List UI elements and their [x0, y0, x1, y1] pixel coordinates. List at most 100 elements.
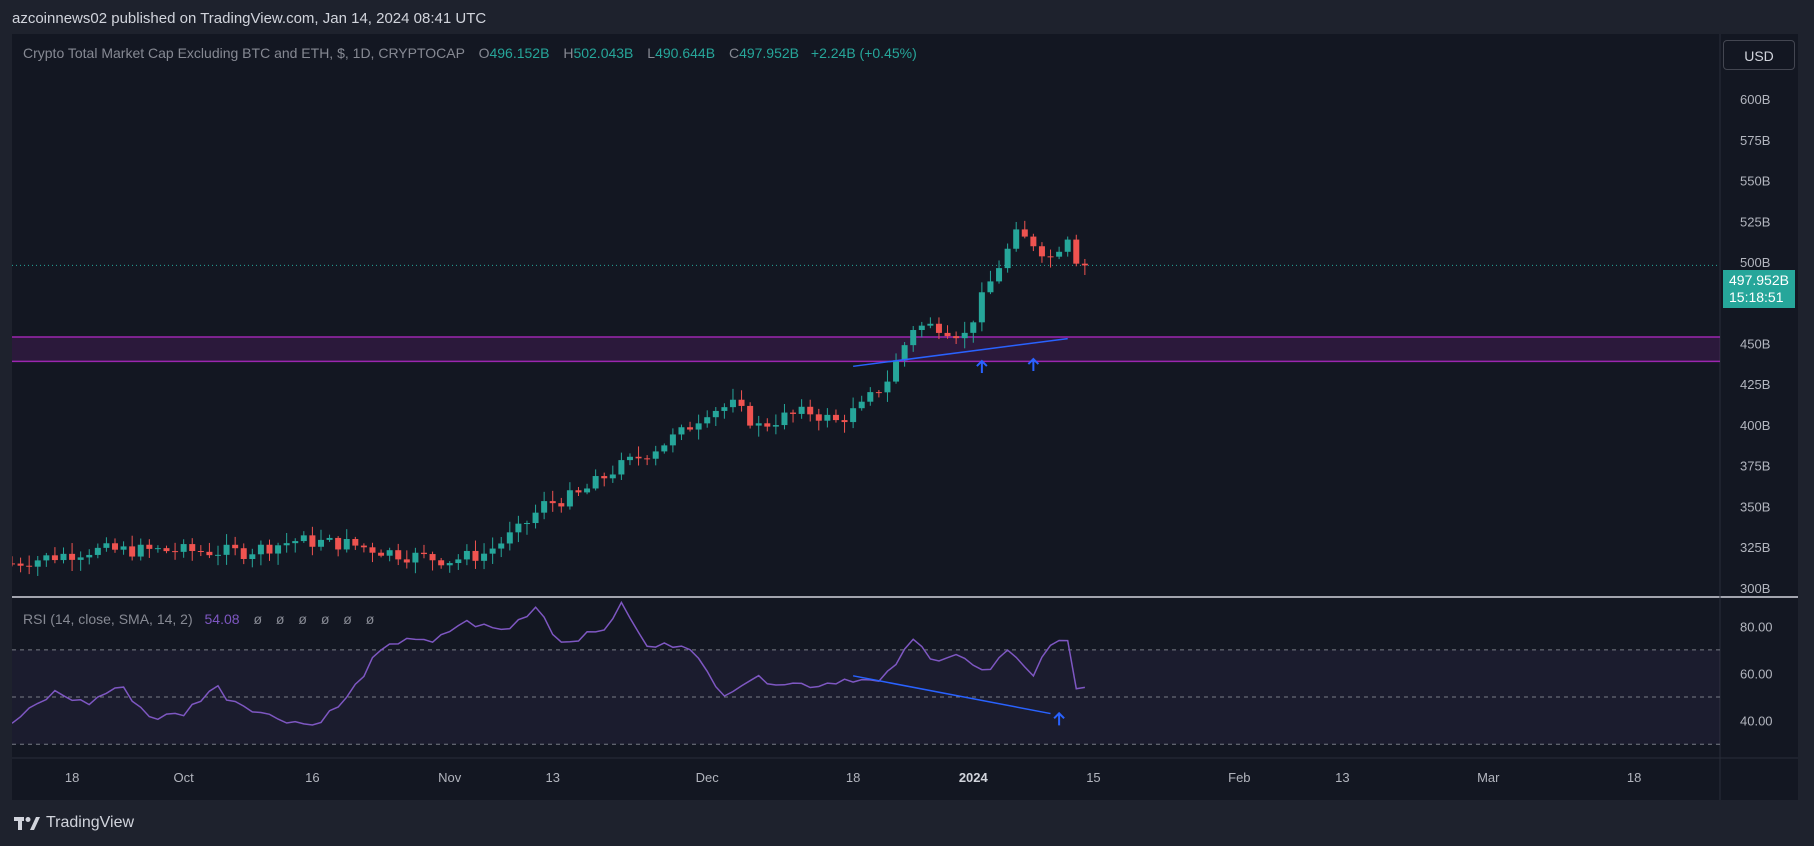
candle-body: [472, 550, 479, 561]
candle-body: [506, 532, 513, 544]
price-tick-label: 550B: [1740, 174, 1770, 189]
time-tick-label: 16: [305, 770, 319, 785]
currency-button[interactable]: USD: [1723, 40, 1795, 70]
high-value: 502.043B: [573, 45, 634, 61]
price-tick-label: 525B: [1740, 214, 1770, 229]
candle-body: [1021, 229, 1028, 237]
rsi-null-3: ø: [298, 611, 307, 627]
candle-body: [669, 434, 676, 446]
candle-body: [240, 548, 247, 559]
time-tick-label: Feb: [1228, 770, 1250, 785]
tradingview-footer[interactable]: TradingView: [14, 814, 134, 832]
time-tick-label: 18: [1627, 770, 1641, 785]
candle-body: [910, 330, 917, 346]
candle-body: [292, 541, 299, 544]
candle-body: [489, 548, 496, 554]
symbol-legend: Crypto Total Market Cap Excluding BTC an…: [23, 45, 917, 61]
candle-body: [584, 488, 591, 493]
rsi-value: 54.08: [204, 611, 240, 627]
open-label: O: [478, 45, 490, 61]
candle-body: [317, 539, 324, 547]
candle-body: [927, 323, 934, 326]
candle-body: [43, 555, 50, 561]
chart-canvas[interactable]: 300B325B350B375B400B425B450B475B500B525B…: [12, 34, 1798, 800]
open-value: 496.152B: [489, 45, 550, 61]
candle-body: [721, 407, 728, 411]
candle-body: [1064, 239, 1071, 252]
candle-body: [481, 553, 488, 561]
candle-body: [901, 345, 908, 361]
candle-body: [455, 559, 462, 564]
price-tick-label: 350B: [1740, 499, 1770, 514]
candle-body: [129, 546, 136, 557]
close-value: 497.952B: [739, 45, 800, 61]
candle-body: [257, 544, 264, 555]
candle-body: [996, 268, 1003, 282]
rsi-tick-label: 60.00: [1740, 666, 1773, 681]
candle-body: [695, 423, 702, 430]
candle-body: [17, 563, 24, 566]
arrow-up-icon: [976, 359, 988, 374]
candle-body: [704, 417, 711, 424]
candle-body: [223, 544, 230, 555]
candle-body: [103, 543, 110, 548]
candle-body: [790, 412, 797, 414]
price-tick-label: 375B: [1740, 459, 1770, 474]
candle-body: [1038, 246, 1045, 257]
time-tick-label: 15: [1086, 770, 1100, 785]
candle-body: [687, 427, 694, 430]
candle-body: [403, 559, 410, 563]
time-tick-label: 18: [65, 770, 79, 785]
candle-body: [51, 555, 58, 561]
bar-countdown: 15:18:51: [1729, 289, 1784, 305]
time-tick-label: Oct: [174, 770, 195, 785]
rsi-title[interactable]: RSI (14, close, SMA, 14, 2): [23, 611, 193, 627]
candle-body: [987, 281, 994, 293]
candle-body: [824, 414, 831, 421]
candle-body: [360, 545, 367, 548]
candle-body: [69, 553, 76, 560]
candle-body: [893, 360, 900, 382]
rsi-tick-label: 40.00: [1740, 714, 1773, 729]
candle-body: [918, 325, 925, 331]
candle-body: [772, 425, 779, 427]
rsi-tick-label: 80.00: [1740, 619, 1773, 634]
rsi-null-2: ø: [275, 611, 285, 627]
candle-body: [850, 408, 857, 423]
candle-body: [523, 523, 530, 525]
last-price-value: 497.952B: [1729, 272, 1789, 288]
candle-body: [12, 563, 15, 565]
candle-body: [412, 552, 419, 563]
candle-body: [86, 554, 93, 558]
candle-body: [60, 553, 67, 561]
published-header: azcoinnews02 published on TradingView.co…: [12, 10, 487, 27]
candle-body: [832, 414, 839, 421]
candle-body: [1013, 229, 1020, 249]
candle-body: [137, 544, 144, 557]
arrow-up-icon: [1053, 711, 1065, 726]
candle-body: [463, 550, 470, 560]
candle-body: [34, 560, 41, 567]
candle-body: [77, 557, 84, 560]
candle-body: [678, 427, 685, 435]
candle-body: [498, 543, 505, 549]
rsi-band: [12, 649, 1720, 745]
candle-body: [378, 552, 385, 556]
time-tick-label: 13: [545, 770, 559, 785]
candle-body: [386, 550, 393, 556]
candle-body: [111, 543, 118, 550]
last-price-tag: 497.952B 15:18:51: [1723, 270, 1795, 308]
candle-body: [558, 503, 565, 507]
candle-body: [575, 490, 582, 493]
candle-body: [26, 565, 33, 567]
candle-body: [154, 548, 161, 550]
symbol-title[interactable]: Crypto Total Market Cap Excluding BTC an…: [23, 45, 465, 61]
candle-body: [369, 547, 376, 553]
candle-body: [644, 458, 651, 460]
support-zone: [12, 336, 1720, 362]
candle-body: [395, 550, 402, 560]
time-tick-label: 2024: [959, 770, 989, 785]
candle-body: [266, 544, 273, 554]
candle-body: [1030, 236, 1037, 247]
candle-body: [798, 406, 805, 414]
